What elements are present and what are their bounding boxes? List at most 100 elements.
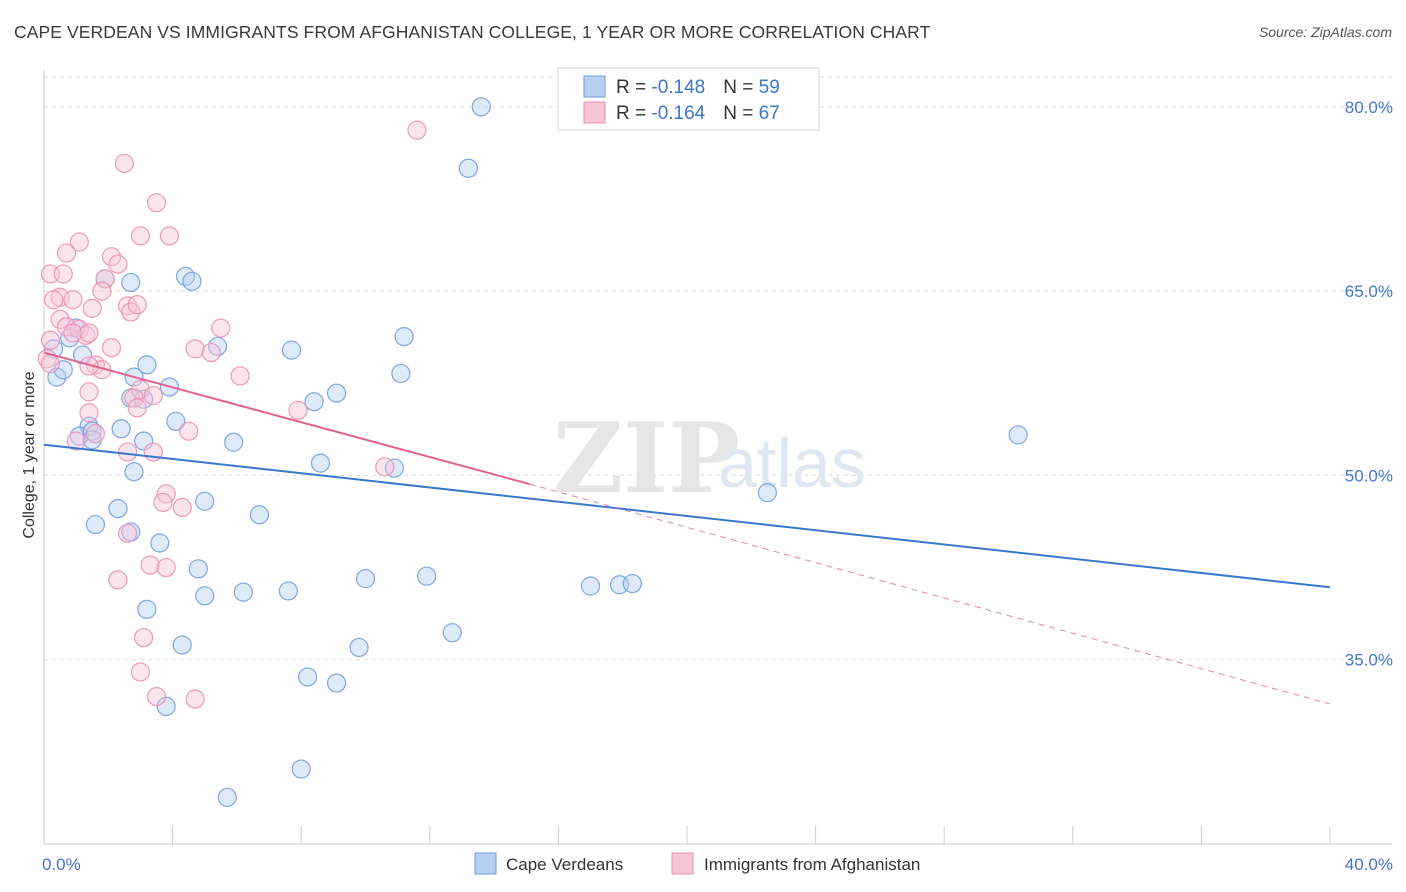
point-cape-verdeans-52 <box>172 635 192 655</box>
stats-row-cape-verdeans: R = -0.148 N = 59 <box>616 77 780 98</box>
point-cape-verdeans-0 <box>471 97 491 117</box>
stats-legend: R = -0.148 N = 59 R = -0.164 N = 67 <box>557 67 820 131</box>
point-afghanistan-60 <box>185 689 205 709</box>
r-label: R = <box>616 77 651 98</box>
stats-swatch-afghanistan <box>583 101 606 124</box>
point-afghanistan-2 <box>146 193 167 213</box>
point-afghanistan-4 <box>159 226 179 246</box>
point-cape-verdeans-16 <box>391 363 411 384</box>
point-cape-verdeans-44 <box>416 566 437 586</box>
point-cape-verdeans-48 <box>233 582 253 602</box>
point-afghanistan-0 <box>407 120 427 140</box>
point-cape-verdeans-55 <box>298 667 318 687</box>
point-afghanistan-36 <box>230 366 250 386</box>
stats-row-afghanistan: R = -0.164 N = 67 <box>616 103 780 124</box>
point-afghanistan-11 <box>95 269 115 289</box>
point-afghanistan-59 <box>146 686 167 707</box>
point-afghanistan-25 <box>79 323 99 343</box>
y-tick-labels: 35.0% 50.0% 65.0% 80.0% <box>1345 98 1393 670</box>
y-tick-label-3: 80.0% <box>1345 98 1393 117</box>
point-cape-verdeans-50 <box>195 586 215 606</box>
watermark-atlas: atlas <box>718 424 866 502</box>
point-afghanistan-29 <box>185 339 205 359</box>
point-afghanistan-3 <box>130 226 151 246</box>
r-value-afghanistan: -0.164 <box>651 103 705 124</box>
y-axis-title: College, 1 year or more <box>21 371 38 538</box>
point-afghanistan-35 <box>79 356 99 376</box>
point-afghanistan-28 <box>101 338 122 358</box>
point-afghanistan-54 <box>140 555 160 575</box>
point-cape-verdeans-1 <box>458 158 478 178</box>
x-tick-label-0: 0.0% <box>42 855 81 874</box>
n-label: N = <box>723 103 758 124</box>
point-afghanistan-44 <box>179 421 199 441</box>
point-afghanistan-56 <box>108 570 128 590</box>
point-afghanistan-41 <box>127 398 147 418</box>
chart-title: CAPE VERDEAN VS IMMIGRANTS FROM AFGHANIS… <box>14 22 931 42</box>
source-label: Source: ZipAtlas.com <box>1258 24 1392 40</box>
point-afghanistan-5 <box>69 232 89 252</box>
point-cape-verdeans-22 <box>326 383 347 403</box>
point-afghanistan-6 <box>56 243 77 263</box>
point-afghanistan-12 <box>92 281 112 301</box>
point-cape-verdeans-45 <box>580 576 601 596</box>
point-cape-verdeans-57 <box>156 696 176 717</box>
point-afghanistan-15 <box>63 290 83 310</box>
point-cape-verdeans-5 <box>121 272 141 293</box>
point-afghanistan-1 <box>114 153 134 173</box>
point-afghanistan-46 <box>66 431 86 451</box>
watermark-zip: ZIP <box>553 402 740 515</box>
point-afghanistan-52 <box>172 497 192 517</box>
n-value-afghanistan: 67 <box>759 103 780 124</box>
series-afghanistan <box>37 120 427 709</box>
y-tick-label-2: 65.0% <box>1345 282 1393 301</box>
point-cape-verdeans-40 <box>121 522 141 542</box>
point-cape-verdeans-56 <box>326 673 347 693</box>
point-cape-verdeans-29 <box>166 411 186 431</box>
axes <box>43 70 1392 845</box>
stats-swatch-cape-verdeans <box>583 75 606 98</box>
point-afghanistan-18 <box>121 302 141 322</box>
point-afghanistan-40 <box>143 385 163 406</box>
y-tick-label-0: 35.0% <box>1345 651 1393 670</box>
trend-line-cape-verdeans <box>43 443 1331 589</box>
point-afghanistan-51 <box>153 492 173 513</box>
point-afghanistan-14 <box>44 290 64 310</box>
point-afghanistan-19 <box>127 295 147 315</box>
point-cape-verdeans-28 <box>134 431 154 451</box>
point-afghanistan-27 <box>40 330 61 350</box>
point-cape-verdeans-49 <box>278 581 298 601</box>
point-cape-verdeans-38 <box>249 505 270 525</box>
point-cape-verdeans-42 <box>188 559 208 579</box>
trend-line-afghanistan <box>43 351 530 485</box>
point-cape-verdeans-21 <box>304 392 324 412</box>
point-cape-verdeans-43 <box>355 569 376 589</box>
point-afghanistan-16 <box>82 298 102 318</box>
point-cape-verdeans-15 <box>394 327 414 347</box>
point-afghanistan-30 <box>201 342 221 363</box>
x-tick-label-1: 40.0% <box>1345 855 1393 874</box>
point-afghanistan-47 <box>117 442 138 462</box>
point-cape-verdeans-54 <box>442 623 462 643</box>
point-cape-verdeans-2 <box>175 266 196 286</box>
data-points <box>37 97 1028 807</box>
x-tick-labels: 0.0% 40.0% <box>42 855 1393 874</box>
point-cape-verdeans-33 <box>124 462 144 482</box>
point-afghanistan-20 <box>50 309 70 329</box>
point-afghanistan-24 <box>63 323 83 343</box>
point-cape-verdeans-39 <box>85 514 106 535</box>
point-afghanistan-55 <box>156 557 176 578</box>
point-afghanistan-42 <box>288 400 308 420</box>
point-cape-verdeans-14 <box>281 340 302 360</box>
point-afghanistan-8 <box>108 254 128 274</box>
r-label: R = <box>616 103 651 124</box>
point-cape-verdeans-59 <box>217 787 237 807</box>
r-value-cape-verdeans: -0.148 <box>651 77 705 98</box>
point-afghanistan-57 <box>134 627 154 648</box>
point-cape-verdeans-51 <box>137 599 157 619</box>
point-cape-verdeans-30 <box>224 432 244 452</box>
point-cape-verdeans-27 <box>111 419 131 439</box>
point-cape-verdeans-3 <box>182 271 202 291</box>
series-cape-verdeans <box>44 97 1028 807</box>
point-afghanistan-53 <box>117 523 138 543</box>
